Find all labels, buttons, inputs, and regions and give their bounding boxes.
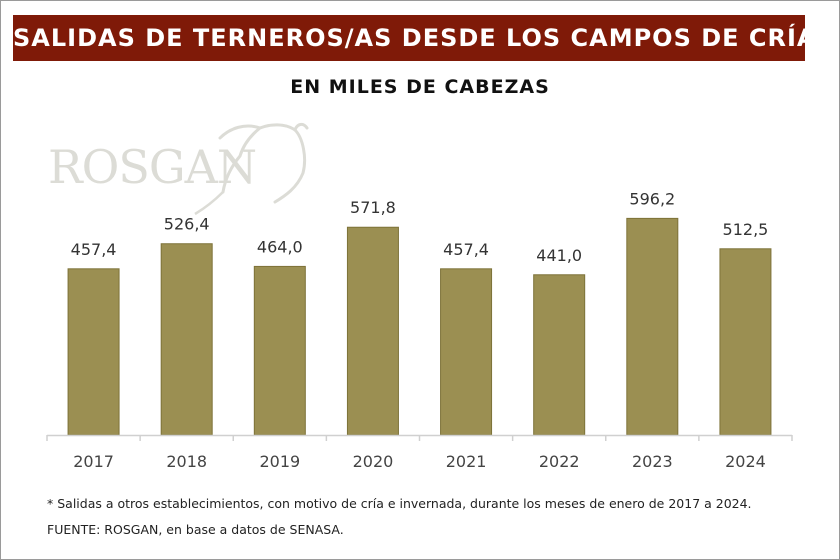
x-tick-label-2021: 2021	[446, 452, 487, 471]
x-tick-label-2019: 2019	[259, 452, 300, 471]
bar-2017	[67, 268, 120, 436]
data-label-2023: 596,2	[629, 189, 675, 208]
x-tick-label-2023: 2023	[632, 452, 673, 471]
bar-2022	[533, 274, 586, 436]
data-label-2020: 571,8	[350, 198, 396, 217]
x-tick-label-2020: 2020	[353, 452, 394, 471]
bar-2019	[253, 265, 306, 436]
footnote: * Salidas a otros establecimientos, con …	[47, 496, 752, 511]
chart-title: SALIDAS DE TERNEROS/AS DESDE LOS CAMPOS …	[13, 15, 816, 61]
bar-2018	[160, 243, 213, 436]
x-tick-label-2024: 2024	[725, 452, 766, 471]
x-tick-label-2018: 2018	[166, 452, 207, 471]
chart-subtitle: EN MILES DE CABEZAS	[290, 76, 550, 98]
source-note: FUENTE: ROSGAN, en base a datos de SENAS…	[47, 522, 344, 537]
data-label-2021: 457,4	[443, 240, 489, 259]
data-label-2019: 464,0	[257, 237, 303, 256]
bar-2024	[719, 248, 772, 436]
bar-2020	[346, 226, 399, 436]
x-tick-label-2017: 2017	[73, 452, 114, 471]
data-label-2017: 457,4	[71, 240, 117, 259]
bull-head-icon	[194, 122, 309, 216]
rosgan-watermark-text: ROSGAN	[48, 140, 257, 194]
data-label-2024: 512,5	[723, 220, 769, 239]
bar-2023	[626, 217, 679, 436]
bar-2021	[440, 268, 493, 436]
data-label-2018: 526,4	[164, 215, 210, 234]
x-tick-label-2022: 2022	[539, 452, 580, 471]
data-label-2022: 441,0	[536, 246, 582, 265]
